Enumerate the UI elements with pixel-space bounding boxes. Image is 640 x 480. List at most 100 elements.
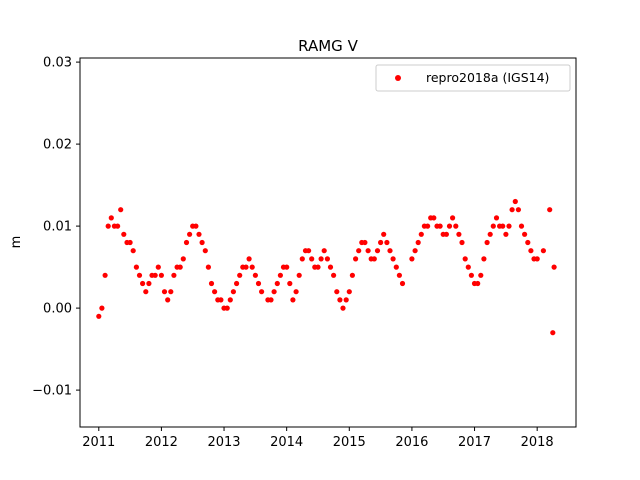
data-point <box>171 272 177 278</box>
data-point <box>525 239 531 246</box>
data-point <box>487 231 493 237</box>
data-point <box>374 248 381 254</box>
data-point <box>418 231 424 237</box>
data-point <box>299 256 305 262</box>
data-point <box>121 231 127 237</box>
data-point <box>443 231 449 237</box>
data-point <box>183 239 190 246</box>
data-point <box>512 198 518 205</box>
data-point <box>136 272 143 278</box>
data-point <box>155 264 161 270</box>
data-point <box>381 231 387 237</box>
data-point <box>277 272 283 278</box>
data-point <box>331 272 337 278</box>
data-point <box>425 223 431 229</box>
data-point <box>515 207 522 213</box>
data-point <box>453 223 459 229</box>
y-tick-label: 0.02 <box>43 138 72 153</box>
data-point <box>158 272 164 278</box>
data-point <box>334 289 340 295</box>
data-point <box>343 297 349 303</box>
y-axis-label: m <box>9 236 24 249</box>
data-point <box>387 248 393 254</box>
data-point <box>296 272 302 278</box>
data-point <box>205 264 211 270</box>
data-point <box>456 231 462 237</box>
data-point <box>384 239 390 246</box>
data-point <box>315 264 321 270</box>
data-point <box>484 239 490 246</box>
data-point <box>208 280 215 287</box>
data-point <box>268 297 274 303</box>
data-point <box>212 289 218 295</box>
data-point <box>218 297 224 303</box>
data-point <box>271 289 277 295</box>
data-point <box>180 256 186 262</box>
x-tick-label: 2014 <box>270 435 303 450</box>
x-tick-label: 2012 <box>145 435 178 450</box>
data-point <box>459 239 465 246</box>
data-point <box>390 256 396 262</box>
data-point <box>230 289 236 295</box>
data-point <box>415 239 421 246</box>
data-point <box>346 289 352 295</box>
chart-title: RAMG V <box>298 37 358 55</box>
data-point <box>199 239 205 246</box>
x-tick-label: 2017 <box>458 435 491 450</box>
data-point <box>177 264 183 270</box>
data-point <box>234 280 240 287</box>
data-point <box>196 231 202 237</box>
data-point <box>255 280 262 287</box>
data-point <box>224 305 230 311</box>
data-point <box>362 239 368 246</box>
data-point <box>547 207 553 213</box>
data-point <box>252 272 258 278</box>
data-point <box>259 289 265 295</box>
legend-box <box>375 64 571 92</box>
data-point <box>337 297 343 303</box>
data-point <box>478 272 484 278</box>
data-point <box>115 223 121 229</box>
x-tick-label: 2013 <box>207 435 240 450</box>
data-point <box>187 231 193 237</box>
data-point <box>287 280 293 287</box>
data-point <box>324 256 330 262</box>
data-point <box>518 223 525 229</box>
data-point <box>399 280 406 287</box>
data-point <box>152 272 158 278</box>
data-point <box>237 272 243 278</box>
data-point <box>378 239 384 246</box>
legend: repro2018a (IGS14) <box>375 64 571 92</box>
data-point <box>468 272 474 278</box>
data-point <box>99 305 105 311</box>
data-point <box>396 272 402 278</box>
data-point <box>409 256 415 262</box>
data-point <box>96 313 102 319</box>
data-point <box>327 264 334 270</box>
data-point <box>202 248 208 254</box>
data-point <box>168 289 174 295</box>
data-point <box>371 256 377 262</box>
data-point <box>309 256 315 262</box>
data-point <box>127 239 133 246</box>
data-point <box>365 248 371 254</box>
data-point <box>306 248 312 254</box>
data-point <box>133 264 139 270</box>
data-point <box>550 330 556 336</box>
data-point <box>193 223 199 229</box>
data-point <box>356 248 362 254</box>
data-point <box>465 264 471 270</box>
y-tick-label: 0.01 <box>43 220 72 235</box>
data-point <box>108 215 114 221</box>
data-point <box>490 223 496 229</box>
data-point <box>105 223 111 229</box>
data-point <box>321 248 327 254</box>
data-point <box>318 256 324 262</box>
data-point <box>528 248 534 254</box>
data-point <box>450 215 456 221</box>
data-point <box>227 297 233 303</box>
data-point <box>534 256 540 262</box>
data-point <box>500 223 506 229</box>
data-point <box>146 280 152 287</box>
